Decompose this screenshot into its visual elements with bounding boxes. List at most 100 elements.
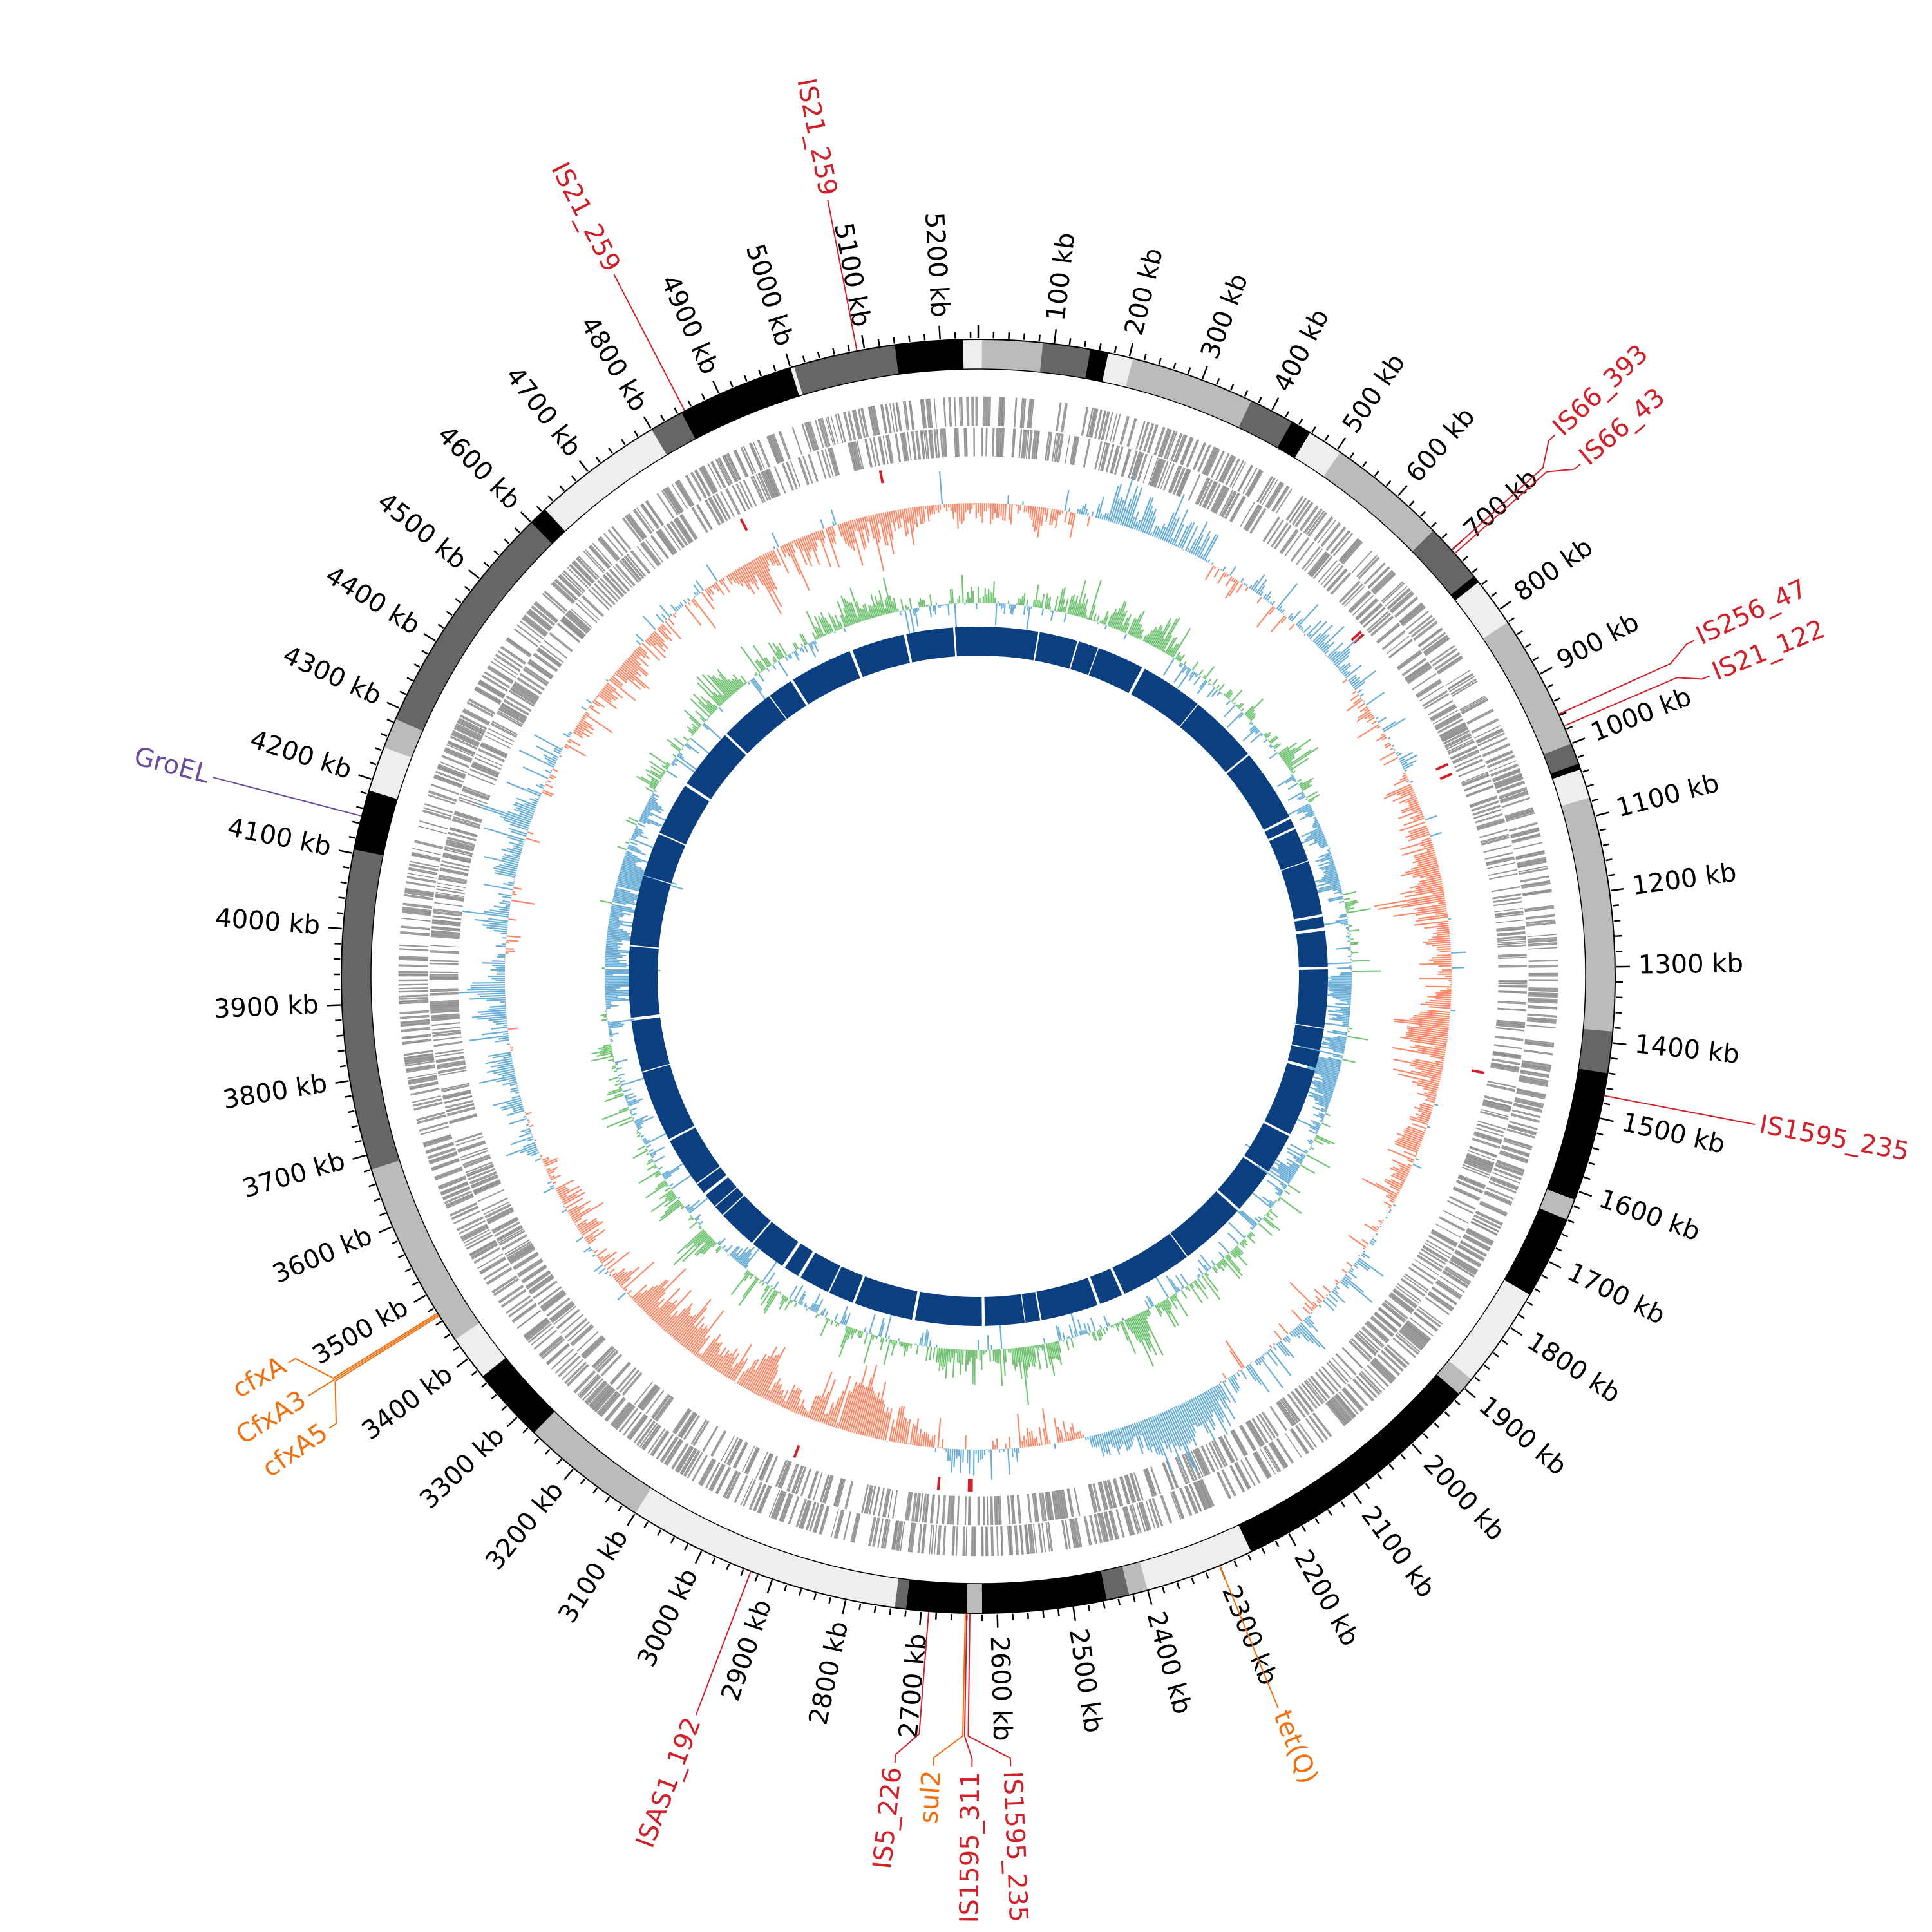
tick-label: 3700 kb (240, 1146, 348, 1204)
inner-ring-block (978, 627, 1039, 661)
contig-segment (1126, 358, 1251, 428)
gene-track-reverse (429, 427, 1528, 1526)
inner-ring-block (631, 1017, 670, 1072)
inner-ring-block (852, 634, 910, 677)
gc-skew-track (459, 471, 1466, 1480)
contig-segment (534, 1411, 652, 1513)
inner-ring-track (629, 627, 1328, 1326)
contig-segment (905, 1579, 968, 1613)
contig-segment (1550, 763, 1581, 779)
tick-label: 1100 kb (1613, 768, 1722, 824)
tick-label: 2500 kb (1063, 1627, 1108, 1735)
tick-label: 4500 kb (372, 487, 472, 576)
tick-label: 2200 kb (1288, 1545, 1365, 1651)
tick-label: 3200 kb (480, 1476, 569, 1576)
tick-label: 1700 kb (1562, 1257, 1669, 1331)
inner-ring-block (1281, 861, 1323, 920)
is-element-mark (878, 470, 884, 484)
inner-ring-block (784, 1243, 813, 1276)
inner-ring-block (1180, 704, 1248, 773)
inner-ring-block (642, 1065, 695, 1139)
contig-segment (371, 1160, 480, 1340)
inner-ring-block (643, 833, 686, 884)
is-element-mark (739, 518, 748, 531)
tick-label: 100 kb (1041, 231, 1081, 323)
inner-ring-block (629, 946, 660, 1018)
contig-segment (1448, 1280, 1530, 1379)
inner-ring-block (1264, 819, 1294, 840)
contig-segment (895, 1578, 910, 1609)
tick-label: 4100 kb (225, 813, 334, 862)
inner-ring-block (1036, 1278, 1098, 1320)
inner-ring-block (984, 1294, 1025, 1326)
contig-segment (1578, 1028, 1613, 1074)
tick-label: 800 kb (1509, 532, 1598, 607)
is-element-label: IS5_226 (867, 1765, 908, 1870)
contig-segment (1543, 743, 1579, 774)
annotation-connector (894, 1611, 930, 1763)
inner-ring-block (793, 651, 860, 705)
contig-segment (1504, 1208, 1567, 1295)
inner-ring-block (1295, 969, 1328, 1028)
inner-ring-block (1244, 1122, 1289, 1172)
tick-label: 2900 kb (715, 1596, 777, 1705)
inner-ring-block (770, 681, 806, 719)
contig-segment (1323, 452, 1434, 552)
tick-label: 4200 kb (247, 724, 355, 785)
tick-label: 2000 kb (1417, 1449, 1511, 1546)
tick-label: 1400 kb (1633, 1029, 1741, 1070)
contig-segment (1102, 352, 1133, 388)
is-element-mark (793, 1444, 800, 1459)
tick-label: 2300 kb (1216, 1581, 1283, 1689)
is-element-mark (936, 1477, 941, 1490)
is-element-label: IS1595_235 (1757, 1110, 1911, 1167)
tick-label: 3400 kb (356, 1359, 458, 1446)
contig-segment (341, 849, 400, 1170)
inner-ring-block (914, 1291, 982, 1326)
tick-label: 1200 kb (1630, 858, 1738, 901)
contig-segment (1450, 576, 1479, 601)
tick-label: 1000 kb (1587, 682, 1696, 748)
tick-label: 3900 kb (213, 990, 319, 1024)
inner-ring-block (659, 786, 710, 845)
annotation-connector (328, 1315, 439, 1429)
is-element-label: IS21_259 (545, 158, 627, 277)
annotation-connector (1564, 675, 1710, 726)
annotation-connector (967, 1613, 1012, 1767)
contig-segment (384, 719, 423, 758)
contig-segment (1482, 622, 1571, 755)
contig-segment (981, 1571, 1107, 1613)
annotation-connector (963, 1613, 973, 1767)
annotation-connector (933, 1613, 966, 1766)
annotation-connector (307, 1314, 439, 1397)
contig-ring-inner-outline (370, 368, 1586, 1584)
inner-ring-block (1070, 641, 1098, 676)
contig-segment (635, 1488, 899, 1608)
inner-ring-block (1131, 668, 1198, 727)
tick-label: 400 kb (1268, 305, 1335, 397)
contig-segment (1436, 1360, 1472, 1394)
contig-segment (455, 1323, 506, 1377)
inner-ring-block (1217, 1157, 1267, 1209)
gc-skew-negative (505, 503, 1452, 1450)
annotation-connector (288, 1312, 438, 1379)
inner-ring-block (1269, 829, 1309, 870)
tick-label: 4900 kb (655, 270, 724, 379)
inner-ring-block (1088, 648, 1142, 694)
gc-skew-positive (459, 471, 1466, 1480)
tick-label: 2600 kb (985, 1636, 1018, 1741)
tick-label: 4300 kb (278, 640, 386, 711)
annotation-connector (1452, 434, 1555, 551)
inner-ring-block (906, 627, 956, 663)
tick-label: 200 kb (1119, 245, 1169, 339)
is-element-mark (1435, 762, 1448, 771)
gc-content-positive (591, 574, 1381, 1405)
tick-label: 900 kb (1552, 607, 1644, 676)
inner-ring-block (705, 1177, 737, 1206)
contig-segment (531, 509, 565, 544)
tick-label: 600 kb (1401, 402, 1481, 488)
contig-segment (790, 366, 803, 396)
tick-label: 3600 kb (269, 1221, 377, 1289)
inner-ring-block (1112, 1233, 1187, 1294)
